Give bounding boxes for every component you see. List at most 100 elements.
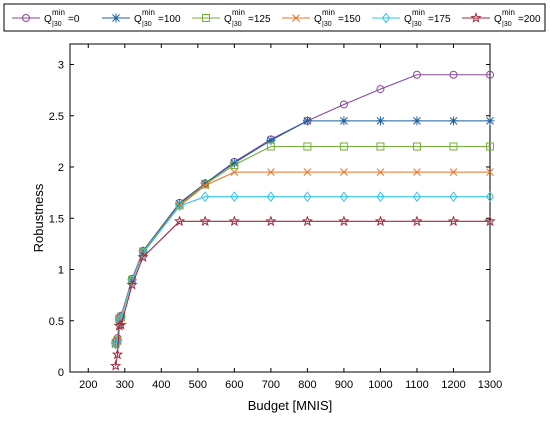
marker-asterisk	[138, 246, 148, 256]
series-line	[115, 74, 490, 342]
data-point	[126, 278, 138, 290]
marker-diamond	[412, 191, 422, 203]
data-point	[138, 246, 148, 256]
y-tick-label: 2.5	[49, 111, 64, 123]
legend-label-tail: =100	[158, 14, 181, 25]
series-group	[110, 70, 496, 371]
data-point	[22, 14, 30, 22]
y-tick-label: 0	[58, 367, 64, 379]
x-tick-label: 500	[189, 379, 207, 391]
data-point	[339, 142, 348, 151]
marker-square	[486, 142, 494, 151]
y-tick-label: 2	[58, 162, 64, 174]
data-point	[376, 142, 385, 151]
data-point	[412, 142, 421, 151]
marker-star	[173, 215, 186, 227]
data-point	[265, 215, 277, 227]
data-point	[200, 178, 210, 188]
marker-x	[303, 168, 312, 176]
legend-label-main: Q	[494, 14, 502, 25]
data-point	[230, 168, 239, 176]
data-point	[175, 199, 185, 209]
marker-square	[376, 142, 385, 151]
data-point	[449, 168, 458, 176]
data-point	[485, 191, 495, 203]
y-axis-label: Robustness	[31, 183, 46, 252]
marker-circle	[22, 14, 30, 22]
marker-star	[374, 215, 387, 227]
data-point	[110, 359, 122, 371]
legend-label-main: Q	[224, 14, 232, 25]
marker-star	[228, 215, 240, 227]
data-point	[200, 191, 210, 203]
data-point	[447, 215, 460, 227]
series-5	[110, 215, 496, 371]
marker-asterisk	[412, 116, 422, 126]
legend-box	[3, 3, 546, 32]
data-point	[137, 251, 149, 262]
data-point	[449, 142, 458, 151]
data-point	[199, 215, 211, 227]
data-point	[484, 215, 496, 227]
data-point	[266, 191, 276, 203]
data-point	[375, 116, 385, 126]
legend-label-sup: min	[232, 8, 245, 17]
marker-diamond	[303, 191, 312, 203]
legend-label-sub: |30	[52, 21, 62, 28]
data-point	[340, 168, 348, 176]
data-point	[448, 116, 458, 126]
y-tick-label: 1	[58, 265, 64, 277]
data-point	[486, 142, 494, 151]
x-tick-label: 900	[335, 379, 353, 391]
marker-circle	[376, 85, 385, 94]
data-point	[412, 70, 421, 79]
x-tick-label: 200	[79, 379, 97, 391]
series-line	[115, 120, 490, 344]
axes: 200 300 400 500 600 700 800 900 1000 1100 1200 1300…	[49, 43, 502, 391]
x-tick-label: 700	[262, 379, 280, 391]
legend-label-tail: =125	[248, 14, 271, 25]
x-tick-label: 1000	[368, 379, 392, 391]
marker-x	[486, 168, 494, 176]
data-point	[201, 181, 209, 190]
marker-star	[338, 215, 350, 227]
data-point	[175, 200, 184, 212]
data-point	[338, 215, 350, 227]
marker-asterisk	[448, 116, 458, 126]
data-point	[376, 191, 385, 203]
legend-label-main: Q	[44, 14, 52, 25]
legend-label-sup: min	[502, 8, 515, 17]
data-point	[173, 215, 186, 227]
data-point	[111, 13, 121, 23]
series-line	[115, 220, 490, 366]
marker-x	[340, 168, 348, 176]
x-tick-label: 800	[298, 379, 316, 391]
data-point	[381, 12, 391, 24]
data-point	[228, 215, 240, 227]
legend-label-sub: |30	[412, 21, 422, 28]
y-tick-label: 0.5	[49, 316, 64, 328]
data-point	[449, 191, 458, 203]
marker-x	[230, 168, 239, 176]
y-tick-label: 1.5	[49, 213, 64, 225]
marker-asterisk	[485, 116, 495, 126]
data-point	[115, 318, 127, 330]
marker-star	[470, 12, 482, 23]
data-point	[339, 100, 348, 109]
marker-diamond	[266, 191, 276, 203]
marker-x	[413, 168, 421, 176]
legend-label-tail: =0	[68, 14, 80, 25]
marker-diamond	[376, 191, 385, 203]
data-point	[266, 135, 276, 145]
data-point	[449, 70, 458, 79]
data-point	[303, 142, 312, 151]
marker-star	[115, 318, 127, 330]
marker-diamond	[230, 191, 239, 203]
marker-square	[449, 142, 458, 151]
legend-label-sub: |30	[232, 21, 242, 28]
x-tick-label: 1300	[478, 379, 502, 391]
series-4	[111, 191, 495, 350]
x-tick-label: 1100	[405, 379, 429, 391]
data-point	[267, 168, 275, 176]
